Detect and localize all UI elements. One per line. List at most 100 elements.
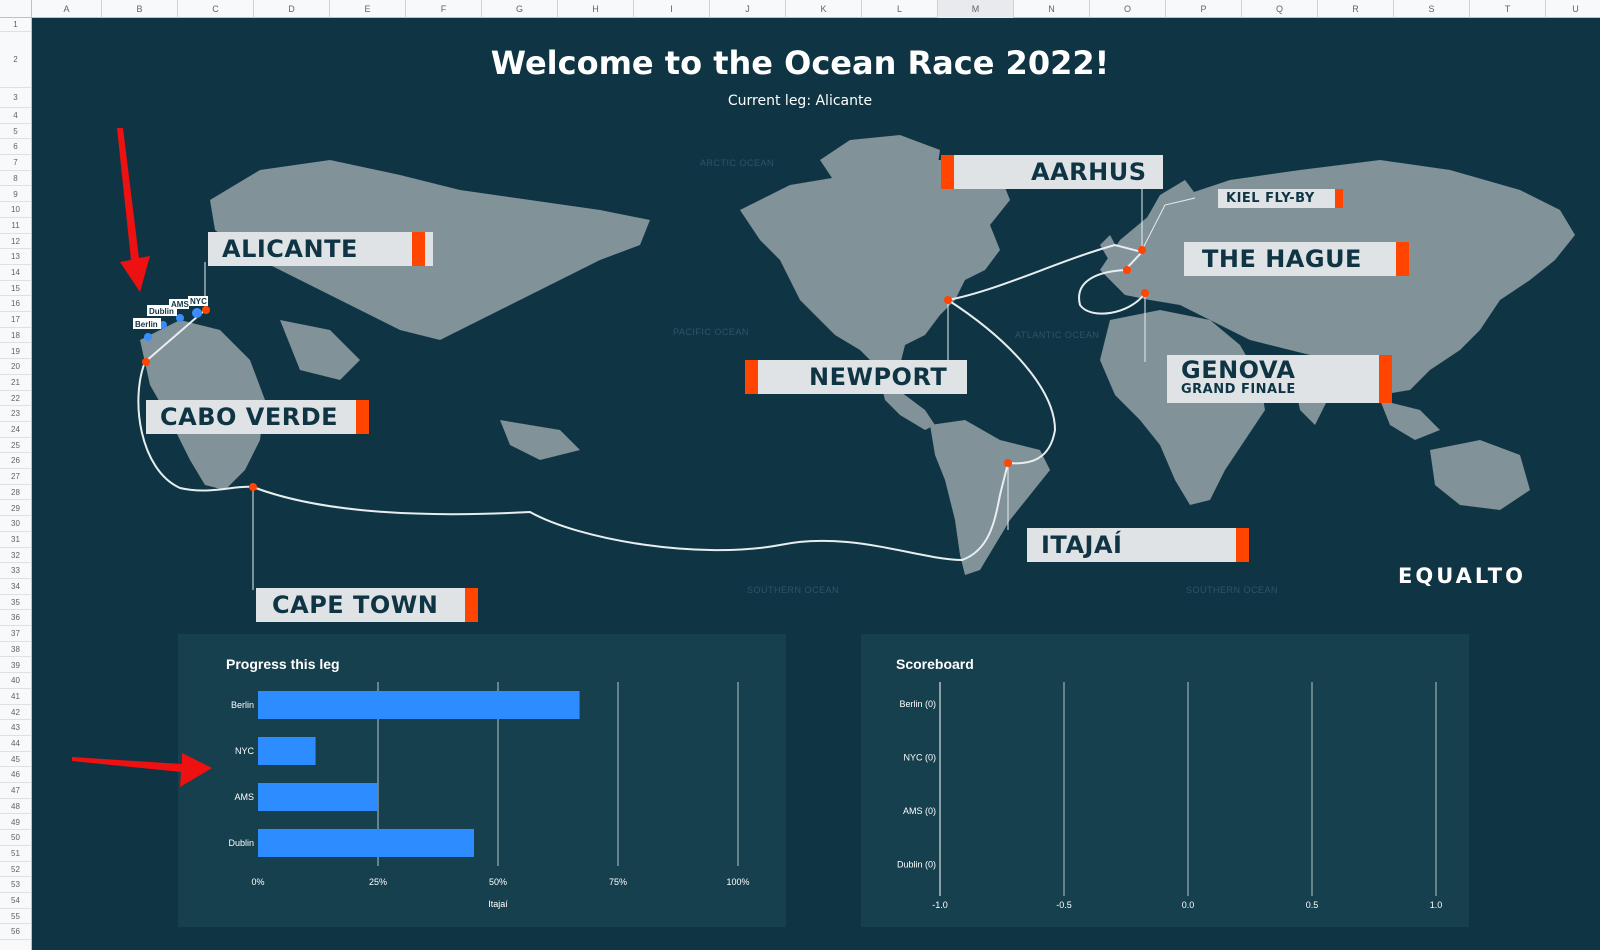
column-header-j[interactable]: J [710,0,786,18]
row-header-46[interactable]: 46 [0,767,31,784]
row-header-41[interactable]: 41 [0,689,31,705]
row-header-10[interactable]: 10 [0,202,31,218]
column-header-u[interactable]: U [1546,0,1600,18]
row-header-32[interactable]: 32 [0,548,31,564]
row-header-38[interactable]: 38 [0,642,31,658]
column-header-q[interactable]: Q [1242,0,1318,18]
boat-marker-berlin [144,333,152,341]
column-header-o[interactable]: O [1090,0,1166,18]
row-header-12[interactable]: 12 [0,234,31,250]
row-header-33[interactable]: 33 [0,563,31,579]
row-header-31[interactable]: 31 [0,532,31,548]
row-header-9[interactable]: 9 [0,187,31,203]
boat-label-nyc: NYC [190,297,207,306]
column-header-g[interactable]: G [482,0,558,18]
column-header-c[interactable]: C [178,0,254,18]
row-header-44[interactable]: 44 [0,736,31,752]
row-header-53[interactable]: 53 [0,877,31,893]
row-header-8[interactable]: 8 [0,171,31,187]
column-header-s[interactable]: S [1394,0,1470,18]
row-header-25[interactable]: 25 [0,438,31,454]
row-header-39[interactable]: 39 [0,658,31,674]
row-header-18[interactable]: 18 [0,328,31,344]
row-header-43[interactable]: 43 [0,720,31,736]
progress-tick-label: 75% [609,877,627,887]
column-header-k[interactable]: K [786,0,862,18]
row-header-14[interactable]: 14 [0,265,31,281]
row-header-49[interactable]: 49 [0,815,31,831]
column-header-m[interactable]: M [938,0,1014,18]
row-header-15[interactable]: 15 [0,281,31,297]
column-header-i[interactable]: I [634,0,710,18]
row-header-11[interactable]: 11 [0,218,31,234]
column-header-a[interactable]: A [32,0,102,18]
row-header-19[interactable]: 19 [0,344,31,360]
row-header-13[interactable]: 13 [0,249,31,265]
progress-bar[interactable] [258,783,378,811]
row-header-56[interactable]: 56 [0,924,31,941]
row-header-22[interactable]: 22 [0,391,31,407]
progress-chart-panel[interactable]: Progress this leg 0% 25% 50% 75% 100% Berlin N… [178,634,786,927]
row-header-36[interactable]: 36 [0,610,31,627]
column-header-n[interactable]: N [1014,0,1090,18]
row-header-4[interactable]: 4 [0,108,31,124]
stop-label-accent [1335,189,1343,208]
row-header-51[interactable]: 51 [0,846,31,862]
row-header-29[interactable]: 29 [0,501,31,517]
progress-bar[interactable] [258,691,580,719]
row-header-50[interactable]: 50 [0,830,31,846]
row-header-45[interactable]: 45 [0,752,31,768]
column-header-d[interactable]: D [254,0,330,18]
column-header-h[interactable]: H [558,0,634,18]
row-header-26[interactable]: 26 [0,453,31,470]
column-header-r[interactable]: R [1318,0,1394,18]
row-header-35[interactable]: 35 [0,595,31,611]
row-header-20[interactable]: 20 [0,359,31,375]
row-header-23[interactable]: 23 [0,406,31,422]
row-header-54[interactable]: 54 [0,893,31,909]
column-header-f[interactable]: F [406,0,482,18]
scoreboard-panel[interactable]: Scoreboard -1.0 -0.5 0.0 0.5 1.0 Berlin (0) NY… [861,634,1469,927]
scoreboard-category-label: Berlin (0) [899,699,936,709]
row-header-3[interactable]: 3 [0,88,31,108]
column-header-b[interactable]: B [102,0,178,18]
column-header-l[interactable]: L [862,0,938,18]
row-header-34[interactable]: 34 [0,579,31,595]
scoreboard-category-label: Dublin (0) [897,859,936,869]
row-header-30[interactable]: 30 [0,516,31,532]
stop-dot-aarhus [1138,246,1146,254]
progress-bar[interactable] [258,829,474,857]
row-header-52[interactable]: 52 [0,862,31,878]
row-header-7[interactable]: 7 [0,155,31,171]
row-header-28[interactable]: 28 [0,485,31,501]
stop-label-accent [1396,242,1409,276]
kiel-leader-line [1141,197,1196,251]
row-header-21[interactable]: 21 [0,375,31,391]
row-header-5[interactable]: 5 [0,124,31,140]
row-header-6[interactable]: 6 [0,139,31,156]
stop-label-genova: GENOVA GRAND FINALE [1167,355,1392,403]
row-header-40[interactable]: 40 [0,673,31,689]
greenland-land [820,135,940,205]
row-header-55[interactable]: 55 [0,909,31,925]
progress-bar[interactable] [258,737,316,765]
progress-chart-title: Progress this leg [226,656,340,672]
row-header-27[interactable]: 27 [0,469,31,485]
row-header-47[interactable]: 47 [0,783,31,799]
progress-tick-label: 0% [251,877,264,887]
progress-tick-label: 25% [369,877,387,887]
column-header-e[interactable]: E [330,0,406,18]
row-header-1[interactable]: 1 [0,18,31,32]
column-header-p[interactable]: P [1166,0,1242,18]
row-header-17[interactable]: 17 [0,312,31,328]
row-header-24[interactable]: 24 [0,422,31,438]
row-header-2[interactable]: 2 [0,32,31,88]
column-header-t[interactable]: T [1470,0,1546,18]
row-header-42[interactable]: 42 [0,705,31,721]
row-header-37[interactable]: 37 [0,626,31,642]
select-all-corner[interactable] [0,0,32,18]
stop-dot-the-hague [1123,266,1131,274]
scoreboard-tick-label: 1.0 [1430,900,1443,910]
row-header-16[interactable]: 16 [0,296,31,313]
row-header-48[interactable]: 48 [0,799,31,815]
